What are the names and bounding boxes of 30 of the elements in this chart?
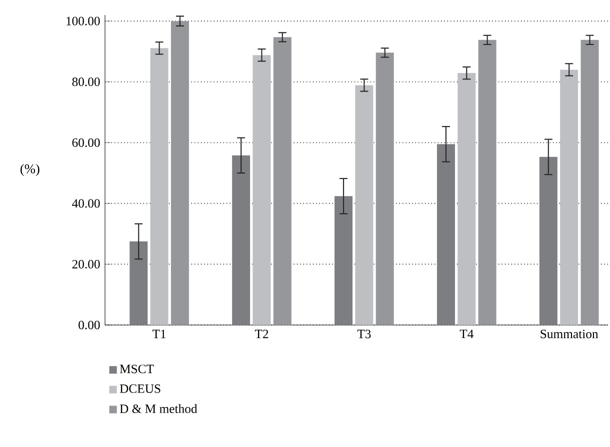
x-tick-label: T4 bbox=[460, 330, 474, 338]
bar bbox=[478, 40, 496, 325]
x-tick-label: Summation bbox=[540, 330, 598, 338]
x-tick-label: T2 bbox=[254, 330, 268, 338]
y-tick-label: 20.00 bbox=[72, 260, 100, 269]
legend-label: MSCT bbox=[120, 364, 154, 374]
bar bbox=[252, 55, 271, 325]
bar bbox=[355, 85, 374, 325]
y-tick-label: 80.00 bbox=[72, 78, 100, 86]
bar bbox=[458, 73, 476, 325]
bar bbox=[539, 156, 558, 325]
x-tick-label: T3 bbox=[357, 330, 371, 338]
legend-label: DCEUS bbox=[120, 384, 160, 393]
bar bbox=[580, 40, 599, 325]
bar bbox=[150, 48, 168, 325]
bar bbox=[130, 241, 148, 325]
y-tick-label: 60.00 bbox=[72, 138, 100, 147]
x-tick-label: T1 bbox=[152, 330, 166, 338]
legend-label: D & M method bbox=[120, 404, 198, 414]
bar bbox=[232, 155, 250, 325]
bar bbox=[436, 144, 455, 325]
y-axis-title: (%) bbox=[20, 164, 40, 176]
y-tick-label: 0.00 bbox=[78, 320, 100, 330]
bar bbox=[334, 196, 353, 325]
bar bbox=[560, 70, 578, 325]
y-tick-label: 100.00 bbox=[66, 16, 100, 26]
y-tick-label: 40.00 bbox=[72, 199, 100, 208]
bar bbox=[273, 37, 292, 325]
bar bbox=[170, 21, 189, 325]
bar bbox=[376, 52, 394, 325]
